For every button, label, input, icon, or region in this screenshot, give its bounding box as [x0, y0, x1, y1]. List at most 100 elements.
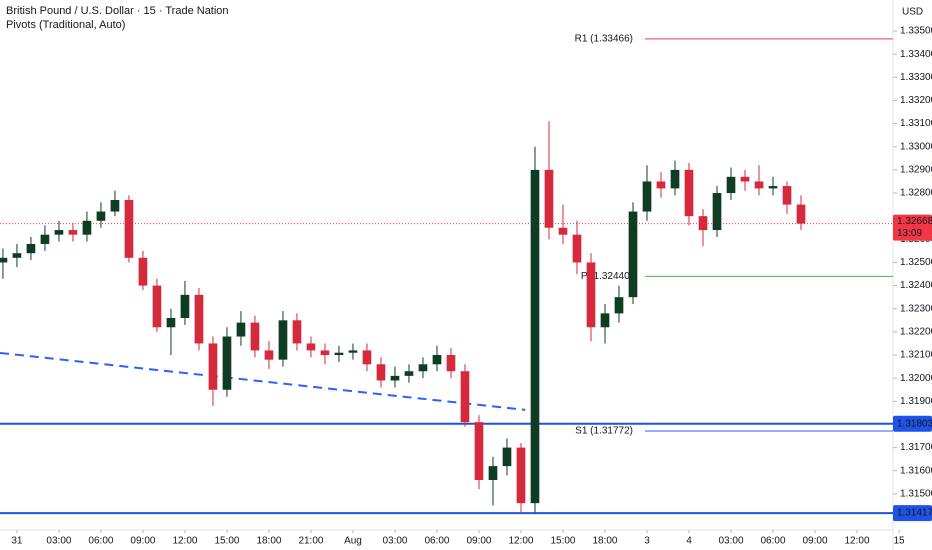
candle-body	[96, 211, 106, 221]
candle-body	[222, 336, 232, 390]
candle-body	[544, 169, 554, 228]
candle-body	[768, 186, 778, 189]
candle-body	[656, 181, 666, 189]
x-tick-label: 18:00	[256, 536, 281, 547]
y-tick-label: 1.32100	[900, 350, 932, 361]
x-tick-label: 15	[893, 536, 905, 547]
candle-body	[12, 253, 22, 258]
last-price-label: 1.32668	[897, 216, 932, 227]
x-tick-label: 03:00	[46, 536, 71, 547]
candle-body	[404, 371, 414, 376]
candle-body	[530, 169, 540, 504]
trendline	[0, 351, 526, 411]
candle-body	[292, 320, 302, 344]
pivot-label: R1 (1.33466)	[575, 34, 633, 45]
candle-body	[82, 220, 92, 235]
pivot-label: P (1.32440)	[581, 271, 633, 282]
candle-body	[572, 234, 582, 263]
x-tick-label: 4	[686, 536, 692, 547]
price-box-label: 1.31803	[897, 418, 932, 429]
candle-body	[110, 199, 120, 212]
candle-body	[754, 181, 764, 189]
candle-body	[124, 199, 134, 258]
candle-body	[390, 375, 400, 381]
candle-body	[502, 447, 512, 467]
price-box	[893, 505, 932, 522]
candle-body	[236, 322, 246, 337]
candle-body	[306, 343, 316, 351]
x-tick-label: 18:00	[592, 536, 617, 547]
candle-body	[334, 352, 344, 356]
y-tick-label: 1.33500	[900, 26, 932, 37]
candle-body	[796, 204, 806, 224]
y-tick-label: 1.32900	[900, 165, 932, 176]
pivot-label: S1 (1.31772)	[575, 426, 633, 437]
x-tick-label: Aug	[344, 536, 362, 547]
candle-body	[418, 364, 428, 372]
x-tick-label: 06:00	[88, 536, 113, 547]
y-tick-label: 1.31900	[900, 396, 932, 407]
y-tick-label: 1.33300	[900, 72, 932, 83]
x-tick-label: 12:00	[172, 536, 197, 547]
y-tick-label: 1.32400	[900, 280, 932, 291]
candle-body	[376, 364, 386, 381]
candle-body	[362, 350, 372, 365]
x-tick-label: 21:00	[298, 536, 323, 547]
candle-body	[712, 193, 722, 231]
y-tick-label: 1.33400	[900, 49, 932, 60]
candle-body	[348, 350, 358, 353]
candle-body	[740, 176, 750, 182]
candle-body	[264, 350, 274, 360]
x-tick-label: 31	[11, 536, 23, 547]
y-tick-label: 1.31600	[900, 465, 932, 476]
x-tick-label: 06:00	[424, 536, 449, 547]
x-tick-label: 09:00	[802, 536, 827, 547]
plot: 1.31500 1.31600 1.31700 1.31900 1.32000 1.321…	[0, 26, 932, 547]
candle-body	[54, 230, 64, 235]
indicator-name: Pivots (Traditional, Auto)	[6, 19, 125, 31]
countdown-label: 13:09	[897, 228, 922, 239]
x-tick-label: 12:00	[508, 536, 533, 547]
candle-body	[628, 211, 638, 298]
candle-body	[516, 447, 526, 504]
chart-title: British Pound / U.S. Dollar · 15 · Trade…	[6, 5, 229, 17]
candle-body	[278, 320, 288, 360]
candle-body	[446, 355, 456, 372]
x-tick-label: 06:00	[760, 536, 785, 547]
candle-body	[166, 318, 176, 328]
y-tick-label: 1.33100	[900, 118, 932, 129]
y-tick-label: 1.32200	[900, 327, 932, 338]
candle-body	[194, 294, 204, 344]
candle-body	[698, 216, 708, 231]
candle-body	[726, 176, 736, 194]
candle-body	[320, 350, 330, 356]
candle-body	[670, 169, 680, 189]
x-tick-label: 3	[644, 536, 650, 547]
price-box	[893, 415, 932, 432]
candle-body	[208, 343, 218, 390]
x-tick-label: 03:00	[382, 536, 407, 547]
candle-body	[40, 234, 50, 244]
y-tick-label: 1.32300	[900, 303, 932, 314]
candle-body	[586, 262, 596, 328]
candle-body	[488, 466, 498, 481]
candle-body	[138, 257, 148, 286]
candle-body	[152, 285, 162, 328]
candle-body	[26, 243, 36, 254]
candle-body	[642, 181, 652, 212]
currency: USD	[902, 7, 923, 18]
last-price-box	[893, 214, 932, 241]
y-tick-label: 1.33000	[900, 141, 932, 152]
y-tick-label: 1.32000	[900, 373, 932, 384]
candle-body	[180, 294, 190, 318]
candle-body	[0, 257, 8, 263]
candle-body	[600, 313, 610, 328]
candle-body	[614, 297, 624, 314]
x-tick-label: 09:00	[130, 536, 155, 547]
x-tick-label: 03:00	[718, 536, 743, 547]
x-tick-label: 09:00	[466, 536, 491, 547]
candle-body	[432, 355, 442, 365]
y-tick-label: 1.32800	[900, 188, 932, 199]
y-tick-label: 1.33200	[900, 95, 932, 106]
